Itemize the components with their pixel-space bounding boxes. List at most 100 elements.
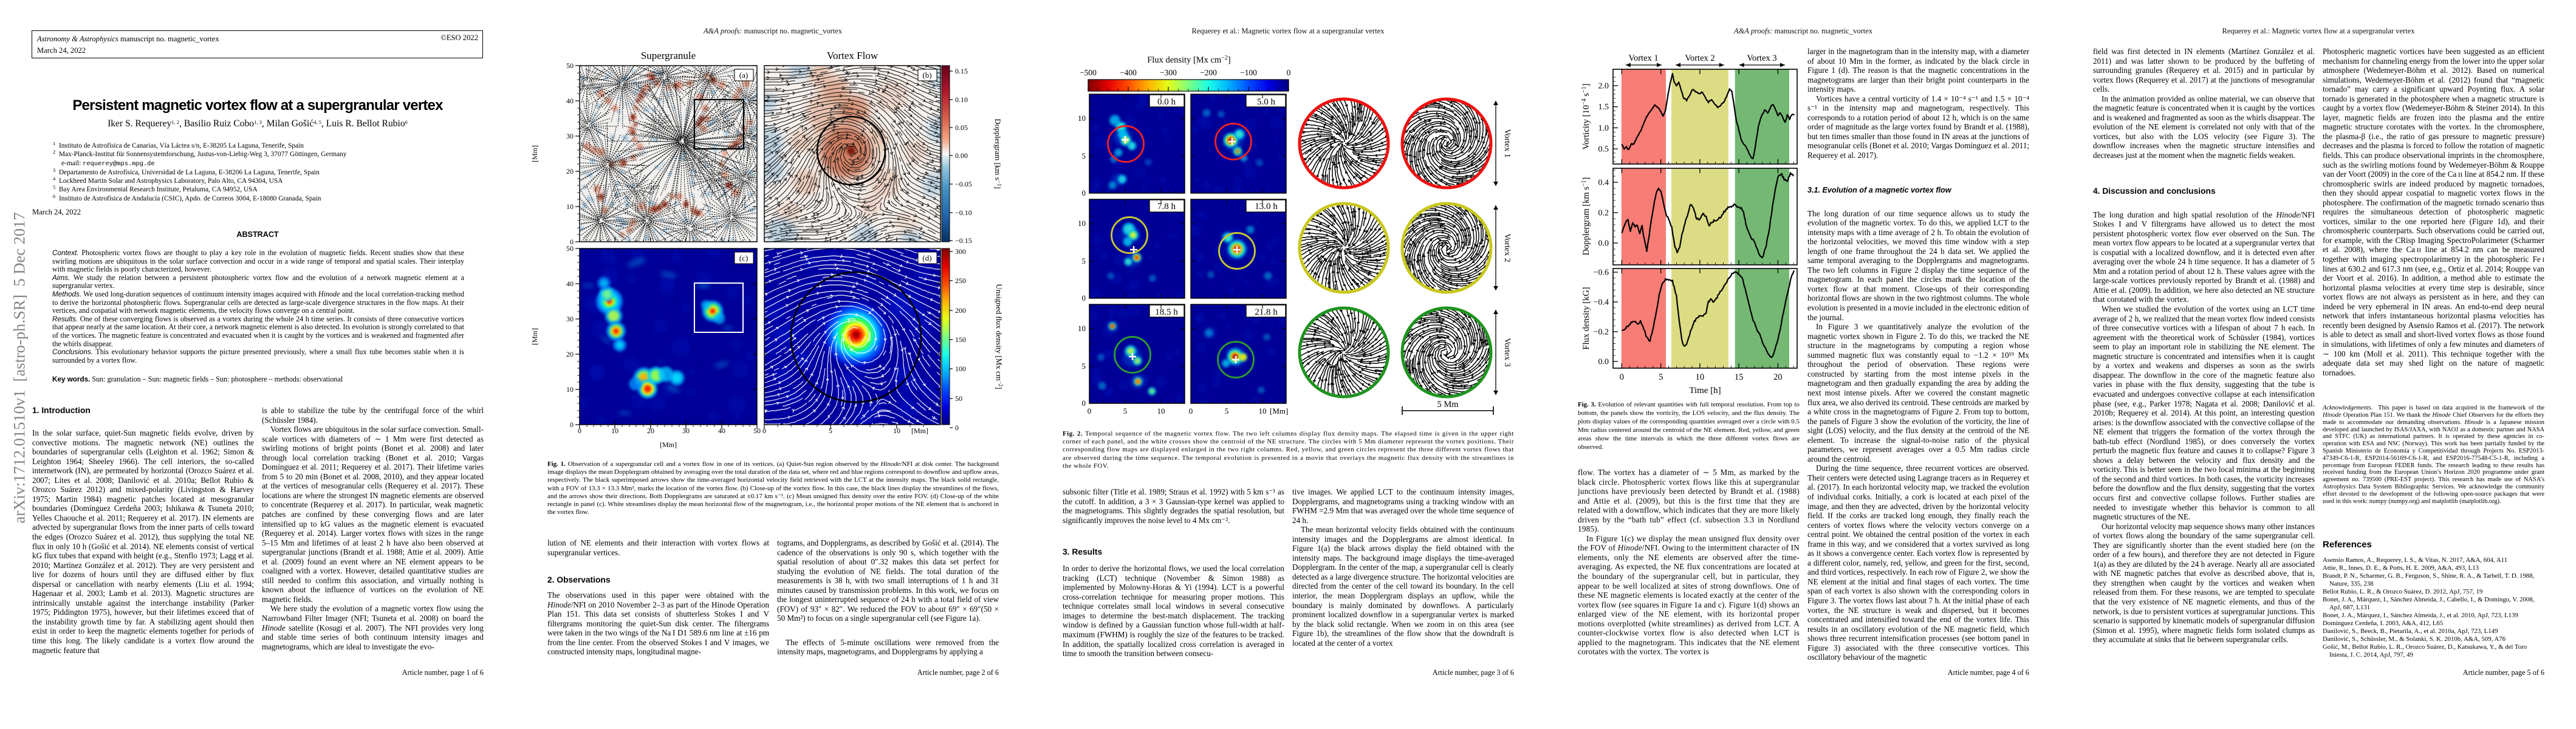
svg-text:20: 20 [647,426,654,435]
svg-text:10: 10 [611,426,618,435]
svg-text:30: 30 [566,315,574,323]
svg-text:5: 5 [1082,361,1086,371]
svg-text:Supergranule: Supergranule [641,50,696,61]
svg-text:10: 10 [566,385,574,394]
svg-text:50: 50 [566,244,574,253]
svg-text:0.15: 0.15 [955,67,968,75]
svg-text:−400: −400 [1120,68,1137,77]
svg-text:300: 300 [955,247,966,256]
svg-text:5: 5 [829,426,832,435]
svg-text:[Mm]: [Mm] [660,440,677,449]
svg-text:0: 0 [570,420,574,429]
svg-text:0.10: 0.10 [955,95,968,104]
svg-text:[Mm]: [Mm] [530,145,539,162]
svg-text:5 Mm: 5 Mm [1437,400,1459,409]
svg-text:5: 5 [1082,256,1086,265]
svg-text:0.0: 0.0 [1598,358,1609,367]
svg-text:5: 5 [1082,151,1086,160]
svg-text:150: 150 [955,335,966,344]
svg-text:−0.6: −0.6 [1594,269,1609,278]
svg-text:Vortex 1: Vortex 1 [1628,53,1658,63]
svg-text:10: 10 [1259,406,1267,416]
svg-text:5: 5 [1225,406,1229,416]
svg-text:10: 10 [1696,372,1705,382]
svg-text:Vortex 2: Vortex 2 [1685,53,1714,63]
svg-text:10: 10 [1157,406,1165,416]
svg-text:Dopplergram [km s−1]: Dopplergram [km s−1] [993,118,1002,189]
svg-text:40: 40 [718,426,725,435]
svg-text:−0.4: −0.4 [1594,298,1609,307]
svg-text:1.5: 1.5 [1598,103,1609,112]
svg-text:50: 50 [955,394,962,403]
svg-text:Vortex Flow: Vortex Flow [827,50,879,61]
svg-text:0.2: 0.2 [1598,209,1609,218]
svg-text:0: 0 [570,238,574,246]
svg-text:0.05: 0.05 [955,123,968,132]
svg-text:20: 20 [1773,372,1783,382]
svg-text:5: 5 [1123,406,1128,416]
svg-text:Vorticity [10−4 s−1]: Vorticity [10−4 s−1] [1581,84,1591,150]
svg-text:10: 10 [1078,324,1086,333]
svg-text:13.0 h: 13.0 h [1255,202,1278,211]
svg-text:(d): (d) [922,253,931,262]
svg-text:Vortex 2: Vortex 2 [1502,233,1512,262]
svg-text:0.5: 0.5 [1598,145,1609,154]
svg-text:50: 50 [753,426,761,435]
svg-text:Vortex 1: Vortex 1 [1502,129,1512,158]
svg-text:0: 0 [762,426,766,435]
svg-text:0: 0 [1082,293,1086,303]
svg-text:10: 10 [1078,219,1086,228]
svg-text:250: 250 [955,276,966,285]
svg-text:−0.10: −0.10 [955,208,972,217]
svg-text:100: 100 [955,364,966,373]
svg-text:−0.2: −0.2 [1594,328,1609,337]
svg-text:[Mm]: [Mm] [1270,406,1288,416]
svg-text:200: 200 [955,306,966,315]
svg-text:[Mm]: [Mm] [530,328,539,345]
svg-text:21.8 h: 21.8 h [1255,307,1278,317]
svg-text:0.00: 0.00 [955,151,968,160]
svg-text:Flux density [kG]: Flux density [kG] [1581,287,1591,349]
svg-text:−0.15: −0.15 [955,236,972,245]
svg-text:Time [h]: Time [h] [1689,386,1721,395]
svg-text:18.5 h: 18.5 h [1155,307,1178,317]
svg-text:(a): (a) [739,70,748,80]
svg-text:30: 30 [682,426,690,435]
svg-text:Unsigned flux density [Mx cm−2: Unsigned flux density [Mx cm−2] [995,284,1004,389]
svg-text:0.0 h: 0.0 h [1157,97,1176,107]
svg-text:Dopplergram [km s−1]: Dopplergram [km s−1] [1581,177,1591,256]
svg-text:10: 10 [893,426,900,435]
svg-text:0: 0 [1088,406,1092,416]
svg-text:−100: −100 [1240,68,1257,77]
svg-text:0: 0 [1620,372,1624,382]
svg-text:0: 0 [1082,188,1086,197]
svg-text:20: 20 [566,167,574,176]
svg-text:−0.05: −0.05 [955,180,972,188]
svg-text:0: 0 [1287,68,1291,77]
svg-text:−200: −200 [1200,68,1217,77]
svg-text:10: 10 [566,202,574,211]
svg-text:20: 20 [566,350,574,358]
svg-text:5.0 h: 5.0 h [1257,97,1276,107]
svg-text:(b): (b) [922,70,931,80]
svg-text:(c): (c) [739,253,748,262]
svg-text:40: 40 [566,97,574,105]
svg-text:Vortex 3: Vortex 3 [1502,338,1512,367]
svg-text:0: 0 [1189,406,1193,416]
svg-text:15: 15 [1735,372,1744,382]
svg-text:0: 0 [955,423,959,432]
svg-text:1.0: 1.0 [1598,124,1609,133]
svg-text:10: 10 [1078,114,1086,123]
svg-text:[Mm]: [Mm] [911,426,928,435]
svg-text:30: 30 [566,132,574,140]
svg-text:0.0: 0.0 [1598,239,1609,248]
svg-text:5: 5 [1659,372,1663,382]
svg-text:−500: −500 [1080,68,1097,77]
svg-text:50: 50 [566,61,574,70]
svg-text:0: 0 [1082,399,1086,408]
svg-text:0: 0 [578,426,581,435]
svg-text:40: 40 [566,279,574,288]
svg-text:2.0: 2.0 [1598,82,1609,91]
svg-text:Flux density [Mx cm−2]: Flux density [Mx cm−2] [1147,55,1231,65]
svg-text:Vortex 3: Vortex 3 [1747,53,1776,63]
